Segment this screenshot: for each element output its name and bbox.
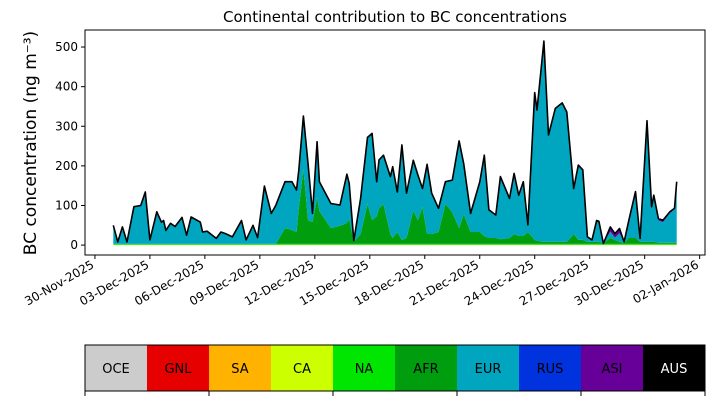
area-na xyxy=(113,244,676,245)
colorbar-label-sa: SA xyxy=(231,362,248,377)
colorbar-legend: OCE GNL SA CA NA AFR EUR RUS ASI AUS xyxy=(85,345,706,396)
colorbar-label-afr: AFR xyxy=(413,362,438,377)
chart-title: Continental contribution to BC concentra… xyxy=(223,8,567,26)
colorbar-label-gnl: GNL xyxy=(164,362,192,377)
area-eur xyxy=(113,41,676,244)
y-tick-label: 300 xyxy=(55,119,78,133)
y-tick-label: 200 xyxy=(55,159,78,173)
colorbar-label-rus: RUS xyxy=(537,362,564,377)
colorbar-label-ca: CA xyxy=(293,362,311,377)
y-tick-label: 500 xyxy=(55,40,78,54)
y-tick-label: 400 xyxy=(55,80,78,94)
colorbar-label-oce: OCE xyxy=(102,362,130,377)
colorbar-label-eur: EUR xyxy=(475,362,502,377)
plot-area: 010020030040050030-Nov-202503-Dec-202506… xyxy=(22,30,705,308)
y-tick-label: 0 xyxy=(70,238,78,252)
colorbar-label-na: NA xyxy=(355,362,374,377)
colorbar-label-asi: ASI xyxy=(602,362,623,377)
y-axis-label: BC concentration (ng m⁻³) xyxy=(21,31,41,255)
colorbar-label-aus: AUS xyxy=(661,362,688,377)
y-tick-label: 100 xyxy=(55,198,78,212)
